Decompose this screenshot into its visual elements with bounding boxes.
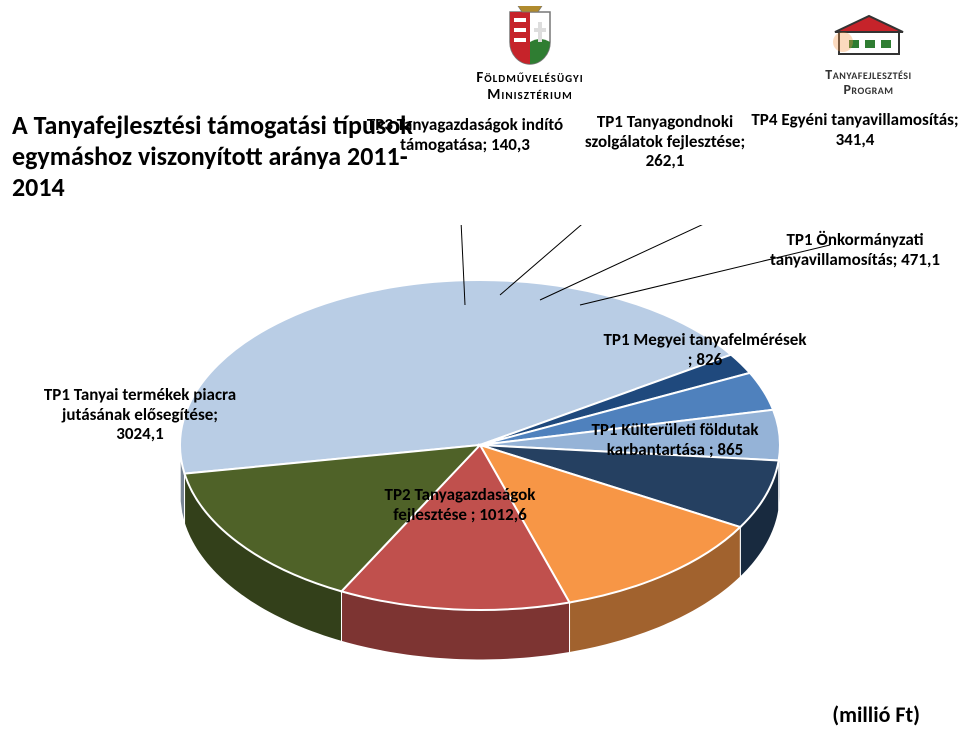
- program-logo-icon: [829, 12, 909, 58]
- coat-of-arms-icon: [508, 6, 552, 66]
- ministry-line2: Minisztérium: [487, 86, 572, 104]
- program-header: TanyafejlesztésiProgram: [791, 12, 946, 98]
- pie-svg: [130, 225, 830, 705]
- pie-chart: TP1 Tanyai termékek piacra jutásának elő…: [130, 225, 830, 705]
- pie-label-tp2: TP2 Tanyagazdaságok fejlesztése ; 1012,6: [355, 485, 565, 524]
- pie-label-tp1_kult: TP1 Külterületi földutak karbantartása ;…: [570, 420, 780, 459]
- ministry-line1: Földművelésügyi: [476, 69, 583, 87]
- unit-label: (millió Ft): [832, 701, 920, 728]
- pie-label-tp1_megyei: TP1 Megyei tanyafelmérések ; 826: [600, 330, 810, 369]
- ministry-header: FöldművelésügyiMinisztérium: [430, 6, 630, 103]
- program-line2: Program: [843, 81, 893, 98]
- pie-label-tp1_gondnoki: TP1 Tanyagondnoki szolgálatok fejlesztés…: [565, 112, 765, 171]
- pie-label-tp4_egyeni: TP4 Egyéni tanyavillamosítás; 341,4: [750, 110, 960, 149]
- pie-label-tp3: TP3 Tanyagazdaságok indító támogatása; 1…: [365, 115, 565, 154]
- pie-label-tp1_onk: TP1 Önkormányzati tanyavillamosítás; 471…: [750, 230, 960, 269]
- pie-label-tp1_piacra: TP1 Tanyai termékek piacra jutásának elő…: [40, 385, 240, 444]
